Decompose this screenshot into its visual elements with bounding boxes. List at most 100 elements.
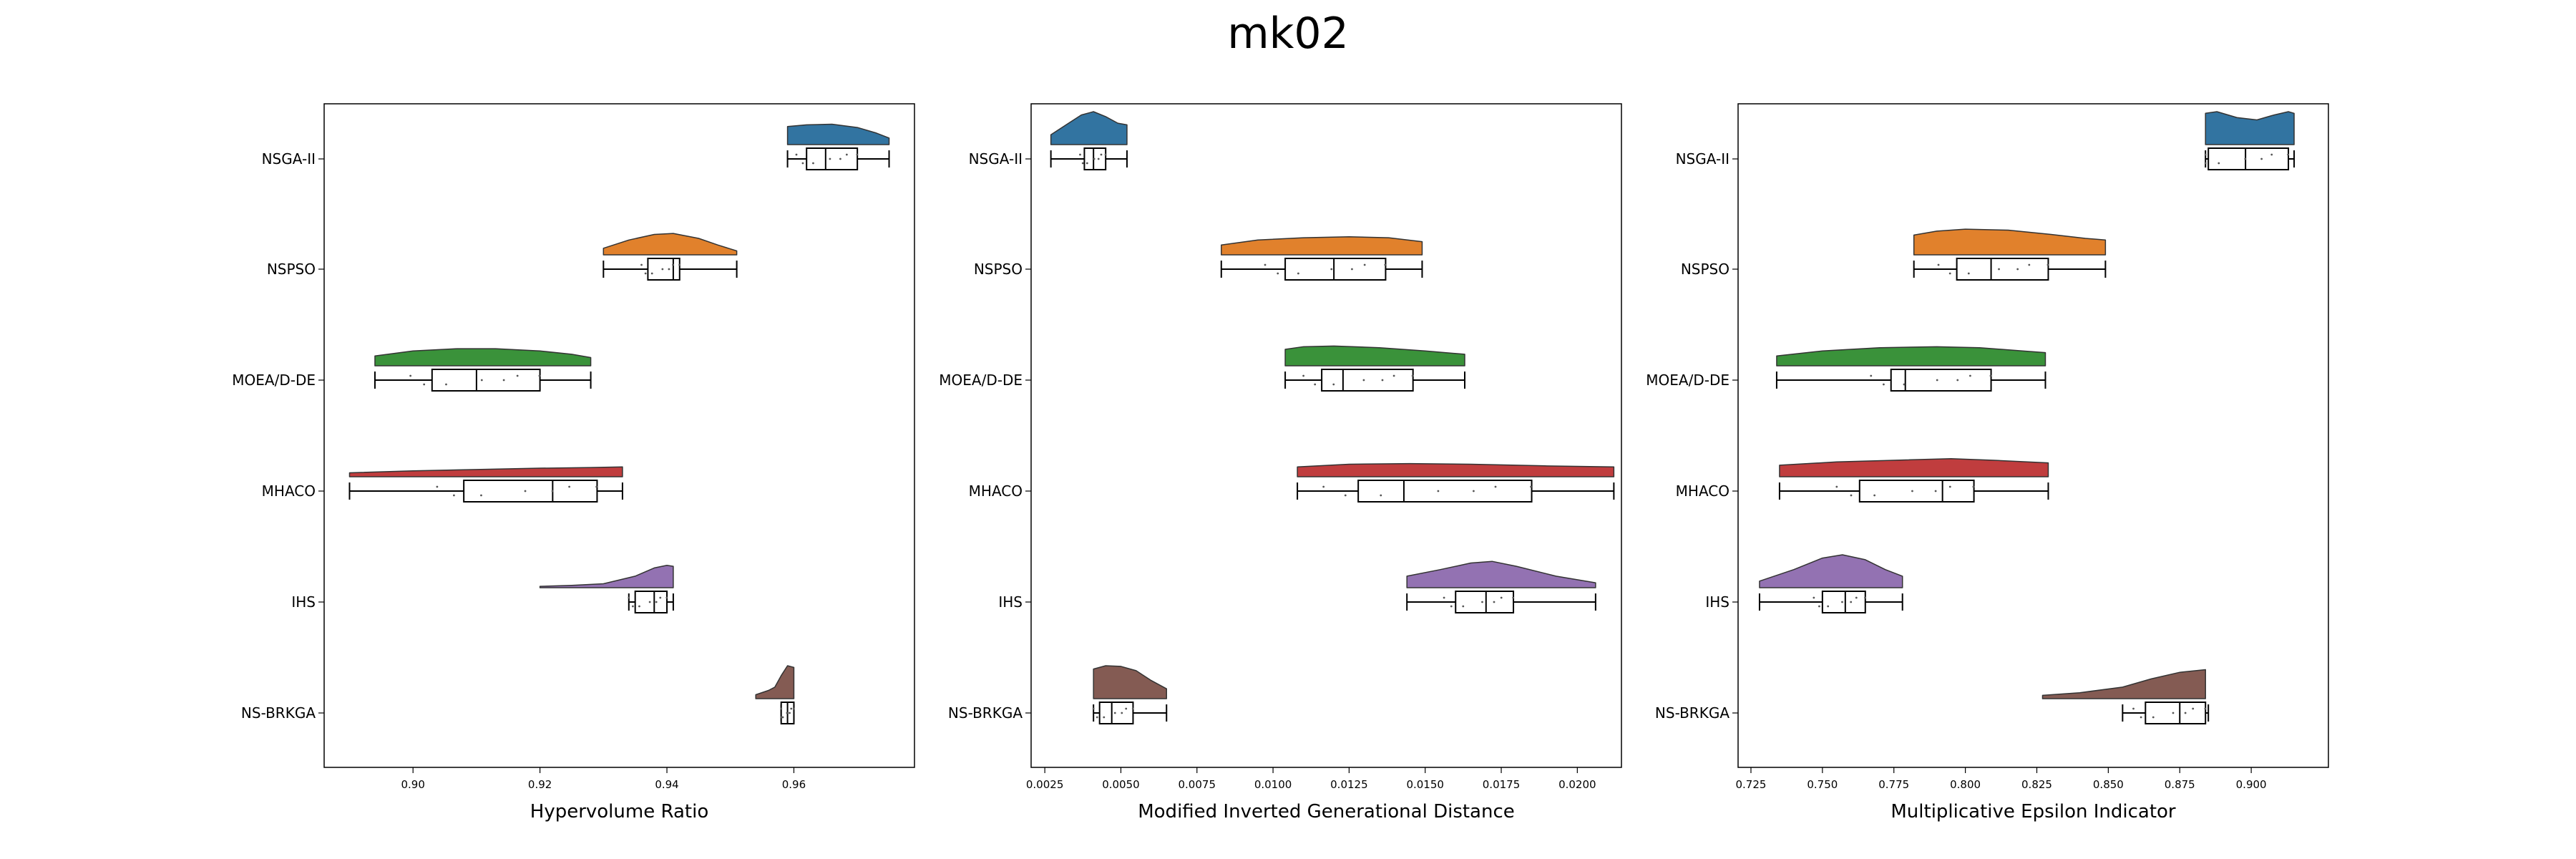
rain-point-nsga-ii [801,162,804,165]
rain-point-ns-brkga [790,707,793,710]
rain-point-nspso [1277,272,1279,275]
rain-point-nspso [644,272,647,275]
rain-point-mhaco [1437,490,1440,492]
box-nspso [1284,258,1387,281]
rain-point-moea-d-de [423,383,426,386]
rain-point-ns-brkga [780,716,783,719]
rain-point-ihs [1855,596,1858,599]
rain-point-mhaco [436,485,439,488]
cloud-ns-brkga [2041,669,2206,699]
y-tick-label: NSGA-II [969,150,1023,168]
rain-point-nsga-ii [1097,157,1100,160]
rain-point-nsga-ii [2287,153,2289,156]
x-tick-label: 0.0200 [1558,778,1596,791]
rain-point-ihs [659,596,662,599]
x-tick-label: 0.875 [2165,778,2195,791]
box-ihs [634,591,668,613]
rain-point-nsga-ii [2204,162,2207,165]
x-tick-label: 0.0025 [1026,778,1064,791]
rain-point-mhaco [595,485,598,488]
box-nsga-ii [2207,147,2290,170]
rain-point-ihs [1864,596,1866,599]
y-tick-label: MOEA/D-DE [939,372,1023,389]
box-moea-d-de [431,369,541,392]
rain-point-ns-brkga [2204,707,2207,710]
x-tick-label: 0.900 [2236,778,2267,791]
rain-point-ns-brkga [2132,707,2135,710]
rain-point-moea-d-de [1883,383,1885,386]
rain-point-moea-d-de [1362,379,1365,382]
rain-point-ihs [628,596,630,599]
rain-point-ns-brkga [786,712,789,714]
x-tick-label: 0.90 [401,778,424,791]
box-mhaco [1357,480,1533,503]
rain-point-nspso [1937,263,1940,266]
rain-point-nsga-ii [839,157,841,160]
y-tick-label: NSGA-II [262,150,316,168]
box-mhaco [1858,480,1975,503]
rain-point-moea-d-de [1870,374,1873,377]
rain-point-mhaco [1911,490,1913,492]
rain-point-nspso [2046,263,2049,266]
rain-point-nspso [661,268,664,271]
rain-point-nsga-ii [1085,162,1088,165]
x-axis-label: Hypervolume Ratio [530,801,708,822]
x-tick-label: 0.825 [2021,778,2052,791]
rain-point-moea-d-de [538,374,541,377]
rain-point-nsga-ii [1079,153,1081,156]
rain-point-ns-brkga [2172,712,2175,714]
rain-point-mhaco [1948,485,1951,488]
y-tick-label: NS-BRKGA [948,704,1023,722]
box-ns-brkga [2145,702,2207,724]
rain-point-mhaco [1835,485,1838,488]
box-nspso [647,258,680,281]
y-tick-label: MHACO [1676,482,1729,500]
rain-point-nsga-ii [2260,157,2263,160]
y-tick-label: NS-BRKGA [1655,704,1729,722]
cloud-mhaco [1297,462,1615,477]
cloud-ns-brkga [1093,665,1167,699]
rain-point-mhaco [1873,494,1876,497]
rain-point-nsga-ii [812,162,814,165]
rain-point-moea-d-de [1936,379,1938,382]
rain-point-ihs [655,601,658,603]
rain-point-ns-brkga [1121,712,1123,714]
rain-point-ihs [1850,601,1853,603]
box-nsga-ii [806,147,859,170]
rain-point-nsga-ii [1093,157,1096,160]
cloud-ihs [539,564,674,588]
cloud-nspso [1221,236,1423,256]
rain-point-ns-brkga [780,707,783,710]
box-ns-brkga [1098,702,1134,724]
rain-point-ns-brkga [2152,716,2155,719]
rain-point-nspso [672,263,674,266]
rain-point-ns-brkga [2140,716,2142,719]
rain-point-moea-d-de [1989,374,1992,377]
rain-point-moea-d-de [502,379,505,382]
rain-point-nspso [2028,263,2031,266]
rain-point-mhaco [1530,485,1532,488]
y-tick-label: IHS [998,593,1023,611]
rain-point-mhaco [1494,485,1497,488]
box-moea-d-de [1890,369,1992,392]
cloud-moea-d-de [1284,345,1465,367]
x-tick-label: 0.725 [1736,778,1767,791]
y-tick-label: NSGA-II [1676,150,1729,168]
rain-point-nsga-ii [1081,162,1084,165]
box-moea-d-de [1321,369,1414,392]
axes-frame [1737,103,2329,768]
cloud-nspso [602,233,738,256]
y-tick-label: MHACO [262,482,316,500]
rain-point-ihs [1481,601,1483,603]
rain-point-ihs [1500,596,1503,599]
x-tick-label: 0.0075 [1179,778,1216,791]
x-tick-label: 0.94 [655,778,678,791]
x-tick-label: 0.800 [1950,778,1981,791]
rain-point-ihs [638,605,640,608]
rain-point-moea-d-de [480,379,483,382]
box-nsga-ii [1083,147,1107,170]
rain-point-nspso [1297,272,1299,275]
rain-point-nspso [1384,263,1387,266]
x-tick-label: 0.0100 [1254,778,1292,791]
